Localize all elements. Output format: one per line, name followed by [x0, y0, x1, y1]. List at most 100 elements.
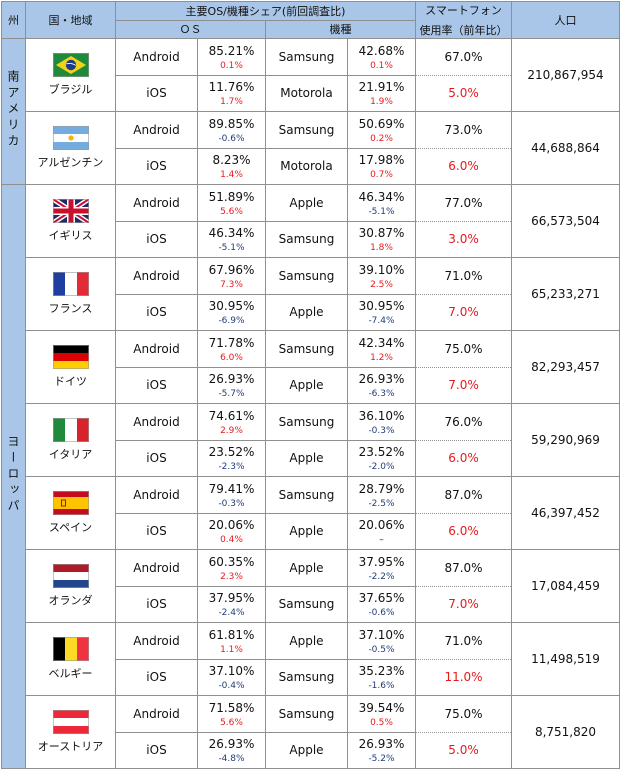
os-share: 85.21%	[208, 43, 255, 58]
model-change: -7.4%	[368, 316, 395, 327]
table-row: iOS 37.95% -2.4% Samsung 37.65% -0.6% 7.0%	[2, 585, 620, 623]
country-cell: オーストリア	[25, 695, 116, 769]
region-cell: ヨーロッパ	[1, 184, 26, 769]
model-name: Apple	[265, 366, 348, 404]
model-change: -5.2%	[368, 754, 395, 765]
model-name: Samsung	[265, 476, 348, 514]
population: 66,573,504	[511, 184, 620, 258]
usage-rate: 11.0%	[415, 658, 512, 696]
table-row: ヨーロッパ イギリス Android 51.89% 5.6% Apple 46.34% -5.…	[1, 184, 620, 769]
usage-rate: 75.0%	[415, 330, 512, 368]
country-name: ブラジル	[48, 83, 93, 96]
os-share-cell: 26.93% -5.7%	[197, 366, 266, 404]
os-share: 11.76%	[208, 80, 255, 95]
argentina-flag-icon	[26, 126, 115, 150]
model-share: 42.68%	[358, 43, 405, 58]
os-change: 2.9%	[220, 425, 243, 436]
model-share-cell: 36.10% -0.3%	[347, 403, 416, 441]
population: 17,084,459	[511, 549, 620, 623]
os-name: iOS	[115, 512, 198, 550]
os-share-cell: 71.58% 5.6%	[197, 695, 266, 733]
os-name: iOS	[115, 731, 198, 769]
model-change: 0.5%	[370, 717, 393, 728]
model-share: 46.34%	[358, 189, 405, 204]
os-share: 30.95%	[208, 299, 255, 314]
os-share-cell: 11.76% 1.7%	[197, 74, 266, 112]
population: 65,233,271	[511, 257, 620, 331]
country-name: アルゼンチン	[37, 156, 104, 169]
usage-rate: 73.0%	[415, 111, 512, 149]
os-share-cell: 26.93% -4.8%	[197, 731, 266, 769]
usage-rate: 71.0%	[415, 257, 512, 295]
country-name: オーストリア	[37, 740, 104, 753]
table-row: アルゼンチン Android 89.85% -0.6% Samsung 50.69% 0.2…	[2, 111, 620, 185]
belgium-flag-icon	[26, 637, 115, 661]
model-share: 30.95%	[358, 299, 405, 314]
model-share: 20.06%	[358, 518, 405, 533]
os-share: 26.93%	[208, 737, 255, 752]
table-row: iOS 26.93% -4.8% Apple 26.93% -5.2% 5.0%	[2, 731, 620, 769]
os-change: -2.3%	[218, 462, 245, 473]
austria-flag-icon	[26, 710, 115, 734]
os-name: iOS	[115, 293, 198, 331]
model-name: Samsung	[265, 220, 348, 258]
usage-rate: 87.0%	[415, 549, 512, 587]
os-share: 37.10%	[208, 664, 255, 679]
model-name: Samsung	[265, 658, 348, 696]
model-share-cell: 23.52% -2.0%	[347, 439, 416, 477]
usage-rate: 7.0%	[415, 585, 512, 623]
header-usage-rate: 使用率（前年比）	[419, 24, 508, 37]
os-share: 67.96%	[208, 262, 255, 277]
os-change: 1.7%	[220, 97, 243, 108]
os-change: 0.1%	[220, 60, 243, 71]
header-region: 州	[1, 1, 26, 39]
model-name: Motorola	[265, 74, 348, 112]
os-share-cell: 85.21% 0.1%	[197, 38, 266, 76]
os-share-cell: 8.23% 1.4%	[197, 147, 266, 185]
usage-rate: 5.0%	[415, 731, 512, 769]
usage-rate: 76.0%	[415, 403, 512, 441]
os-change: 2.3%	[220, 571, 243, 582]
os-name: iOS	[115, 658, 198, 696]
model-share: 39.54%	[358, 700, 405, 715]
france-flag-icon	[26, 272, 115, 296]
model-name: Apple	[265, 549, 348, 587]
spain-flag-icon	[26, 491, 115, 515]
model-share-cell: 37.10% -0.5%	[347, 622, 416, 660]
os-share-cell: 37.10% -0.4%	[197, 658, 266, 696]
model-change: -2.0%	[368, 462, 395, 473]
header-share-title: 主要OS/機種シェア(前回調査比)	[115, 1, 416, 21]
os-share: 61.81%	[208, 627, 255, 642]
os-share: 51.89%	[208, 189, 255, 204]
header-smartphone-usage: スマートフォン 使用率（前年比）	[415, 1, 512, 39]
os-name: Android	[115, 403, 198, 441]
model-change: 2.5%	[370, 279, 393, 290]
table-row: ベルギー Android 61.81% 1.1% Apple 37.10% -0.5% 71.…	[2, 622, 620, 696]
model-share: 37.10%	[358, 627, 405, 642]
table-row: iOS 30.95% -6.9% Apple 30.95% -7.4% 7.0%	[2, 293, 620, 331]
model-share-cell: 42.34% 1.2%	[347, 330, 416, 368]
usage-rate: 77.0%	[415, 184, 512, 222]
model-share: 26.93%	[358, 737, 405, 752]
model-share-cell: 42.68% 0.1%	[347, 38, 416, 76]
model-share: 39.10%	[358, 262, 405, 277]
os-change: 6.0%	[220, 352, 243, 363]
os-share: 23.52%	[208, 445, 255, 460]
population: 46,397,452	[511, 476, 620, 550]
model-share: 37.95%	[358, 554, 405, 569]
os-share: 37.95%	[208, 591, 255, 606]
os-share-cell: 23.52% -2.3%	[197, 439, 266, 477]
country-name: オランダ	[48, 594, 93, 607]
model-share-cell: 35.23% -1.6%	[347, 658, 416, 696]
country-cell: ベルギー	[25, 622, 116, 696]
os-share-cell: 79.41% -0.3%	[197, 476, 266, 514]
model-share-cell: 39.54% 0.5%	[347, 695, 416, 733]
country-name: ドイツ	[54, 375, 87, 388]
os-name: Android	[115, 622, 198, 660]
os-name: Android	[115, 549, 198, 587]
usage-rate: 6.0%	[415, 147, 512, 185]
usage-rate: 6.0%	[415, 512, 512, 550]
model-change: 0.2%	[370, 133, 393, 144]
model-name: Samsung	[265, 695, 348, 733]
model-share: 21.91%	[358, 80, 405, 95]
